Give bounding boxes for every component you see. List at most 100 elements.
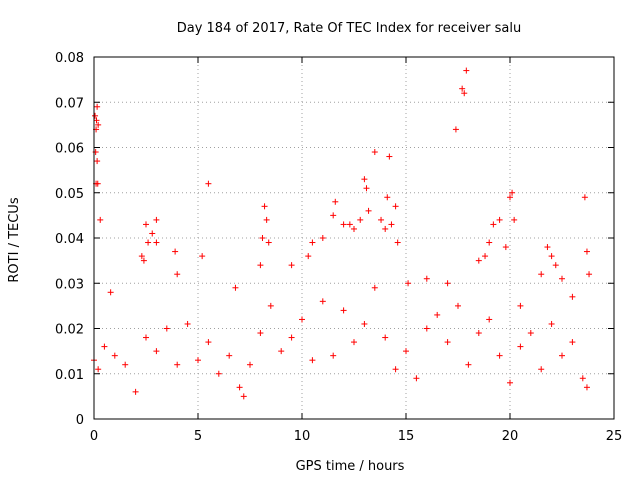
data-point: [392, 366, 399, 373]
data-point: [423, 275, 430, 282]
data-point: [330, 212, 337, 219]
data-point: [465, 361, 472, 368]
data-point: [586, 271, 593, 278]
data-point: [340, 221, 347, 228]
data-point: [386, 153, 393, 160]
data-point: [559, 352, 565, 359]
data-point: [388, 221, 395, 228]
data-point: [527, 330, 534, 337]
data-point: [475, 257, 482, 264]
data-point: [434, 311, 441, 318]
data-point: [140, 257, 147, 264]
data-point: [145, 239, 152, 246]
data-point: [236, 384, 243, 391]
data-point: [579, 375, 586, 382]
x-tick-label: 5: [194, 429, 202, 444]
data-point: [305, 253, 312, 260]
data-point: [111, 352, 118, 359]
data-point: [346, 221, 353, 228]
data-point: [215, 370, 222, 377]
data-point: [569, 293, 576, 300]
plot-frame: [93, 56, 615, 420]
data-point: [517, 302, 524, 309]
data-point: [538, 366, 545, 373]
data-point: [278, 348, 285, 355]
data-point: [330, 352, 337, 359]
data-point: [423, 325, 430, 332]
data-point: [263, 216, 270, 223]
data-point: [455, 302, 461, 309]
data-point: [496, 216, 503, 223]
data-point: [94, 158, 101, 165]
data-point: [132, 388, 139, 395]
data-point: [299, 316, 305, 323]
data-point: [444, 280, 451, 287]
x-tick-label: 0: [90, 429, 98, 444]
data-point: [92, 112, 99, 119]
data-point: [101, 343, 108, 350]
data-point: [232, 284, 239, 291]
data-point: [361, 320, 368, 327]
data-point: [95, 366, 102, 373]
data-point: [517, 343, 524, 350]
data-point: [172, 248, 179, 255]
data-point: [559, 275, 565, 282]
y-tick-label: 0.08: [55, 51, 84, 66]
y-tick-label: 0.04: [55, 232, 84, 247]
y-tick-label: 0.02: [55, 323, 84, 338]
data-points: [91, 67, 593, 400]
data-point: [340, 307, 347, 314]
data-point: [394, 239, 401, 246]
data-point: [257, 262, 264, 269]
data-point: [122, 361, 129, 368]
data-point: [490, 221, 497, 228]
data-point: [392, 203, 399, 210]
data-point: [240, 393, 247, 400]
data-point: [482, 253, 489, 260]
x-tick-label: 20: [502, 429, 519, 444]
data-point: [405, 280, 412, 287]
data-point: [332, 198, 339, 205]
data-point: [267, 302, 274, 309]
data-point: [107, 289, 114, 296]
data-point: [153, 348, 160, 355]
data-point: [184, 320, 191, 327]
data-point: [403, 348, 409, 355]
chart-title: Day 184 of 2017, Rate Of TEC Index for r…: [177, 21, 522, 36]
data-point: [363, 185, 370, 192]
data-point: [463, 67, 470, 74]
y-tick-label: 0.06: [55, 142, 84, 157]
data-point: [288, 334, 295, 341]
data-point: [509, 189, 516, 196]
data-point: [319, 235, 326, 241]
x-tick-label: 25: [606, 429, 623, 444]
data-point: [583, 248, 590, 255]
data-point: [361, 176, 368, 183]
data-point: [94, 103, 101, 110]
data-point: [357, 216, 364, 223]
data-point: [174, 361, 181, 368]
data-point: [486, 239, 493, 246]
data-point: [382, 225, 389, 232]
data-point: [548, 253, 555, 260]
data-point: [384, 194, 391, 201]
data-point: [174, 271, 181, 278]
data-point: [365, 207, 372, 214]
data-point: [452, 126, 459, 133]
data-point: [552, 262, 559, 269]
data-point: [351, 339, 357, 346]
data-point: [153, 239, 160, 246]
data-point: [583, 384, 590, 391]
data-point: [199, 253, 206, 260]
data-point: [309, 239, 316, 246]
data-point: [496, 352, 503, 359]
data-point: [319, 298, 326, 305]
data-point: [371, 149, 378, 156]
axis-ticks: 0 0.01 0.02 0.03 0.04 0.05 0.06 0.07 0.08 0 5 10 15 2…: [55, 51, 622, 444]
data-point: [226, 352, 233, 359]
data-point: [261, 203, 268, 210]
data-point: [569, 339, 576, 346]
data-point: [95, 121, 102, 128]
data-point: [581, 194, 588, 201]
